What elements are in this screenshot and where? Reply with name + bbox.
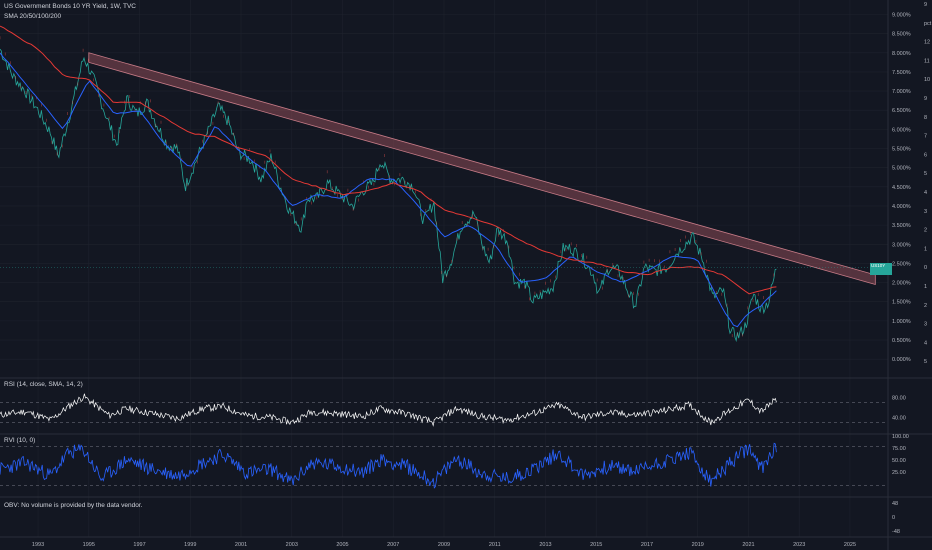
y-tick-label: 1.500% (892, 300, 911, 306)
y-tick-label: 8.500% (892, 32, 911, 38)
y-tick-label-right: 9 (924, 2, 927, 8)
y-tick-label-right: 10 (924, 77, 930, 83)
x-tick-label: 2017 (641, 542, 653, 548)
last-price-badge: US10Y (870, 263, 892, 275)
rvi-legend: RVI (10, 0) (4, 437, 36, 444)
y-tick-label: 7.000% (892, 89, 911, 95)
y-tick-label-right: 4 (924, 340, 927, 346)
series-rsi (0, 393, 777, 427)
x-tick-label: 2015 (590, 542, 602, 548)
sma-legend: SMA 20/50/100/200 (4, 13, 62, 20)
x-tick-label: 2025 (844, 542, 856, 548)
x-tick-label: 2005 (336, 542, 348, 548)
rsi-tick-label: 40.00 (892, 416, 906, 422)
y-tick-label: 1.000% (892, 319, 911, 325)
obv-tick-label: 0 (892, 515, 895, 521)
trend-channel (88, 52, 876, 286)
series-us10y (0, 48, 777, 343)
y-tick-label: 3.000% (892, 242, 911, 248)
x-tick-label: 2023 (793, 542, 805, 548)
series-rvi (0, 442, 777, 489)
y-tick-label-right: 0 (924, 265, 927, 271)
y-tick-label-right: 11 (924, 58, 930, 64)
x-tick-label: 1995 (83, 542, 95, 548)
rsi-legend: RSI (14, close, SMA, 14, 2) (4, 381, 83, 388)
y-tick-label: 0.500% (892, 338, 911, 344)
y-tick-label-right: 4 (924, 190, 927, 196)
y-tick-label-right: 1 (924, 246, 927, 252)
y-tick-label-right: 7 (924, 134, 927, 140)
obv-tick-label: -48 (892, 529, 900, 535)
series-sma-red (0, 25, 777, 295)
y-tick-label: 5.500% (892, 147, 911, 153)
y-tick-label-right: 3 (924, 209, 927, 215)
y-tick-label: 7.500% (892, 70, 911, 76)
y-tick-label: 3.500% (892, 223, 911, 229)
grid-lines (0, 0, 888, 537)
chart-title: US Government Bonds 10 YR Yield, 1W, TVC (4, 3, 136, 10)
x-tick-label: 2001 (235, 542, 247, 548)
x-tick-label: 2003 (286, 542, 298, 548)
rvi-tick-label: 50.00 (892, 458, 906, 464)
x-tick-label: 2013 (539, 542, 551, 548)
y-tick-label-right: 5 (924, 171, 927, 177)
series-sma-blue (0, 52, 777, 328)
y-tick-label-right: 12 (924, 40, 930, 46)
y-tick-label: 5.000% (892, 166, 911, 172)
y-tick-label: 6.500% (892, 108, 911, 114)
y-tick-label: 4.500% (892, 185, 911, 191)
y-tick-label-right: 3 (924, 322, 927, 328)
y-tick-label-right: 2 (924, 228, 927, 234)
axes[interactable]: 1993 1995 1997 1999 2001 2003 2005 2007 2009 2011… (32, 2, 932, 548)
y-tick-label-right: 1 (924, 284, 927, 290)
y-tick-label: 0.000% (892, 357, 911, 363)
y-tick-label-right: 6 (924, 152, 927, 158)
y-tick-label-right: 9 (924, 96, 927, 102)
y-tick-label: 8.000% (892, 51, 911, 57)
y-tick-label: 4.000% (892, 204, 911, 210)
y-tick-label: 6.000% (892, 127, 911, 133)
x-tick-label: 2007 (387, 542, 399, 548)
rvi-tick-label: 75.00 (892, 446, 906, 452)
x-tick-label: 1993 (32, 542, 44, 548)
obv-tick-label: 48 (892, 501, 898, 507)
y-tick-label: 2.500% (892, 261, 911, 267)
y-tick-label-right: pct (924, 21, 932, 27)
x-tick-label: 2011 (489, 542, 501, 548)
rsi-tick-label: 80.00 (892, 396, 906, 402)
rvi-tick-label: 100.00 (892, 434, 909, 440)
x-tick-label: 2019 (692, 542, 704, 548)
y-tick-label-right: 8 (924, 115, 927, 121)
y-tick-label-right: 2 (924, 303, 927, 309)
price-pane[interactable] (0, 25, 888, 343)
x-tick-label: 1997 (133, 542, 145, 548)
x-tick-label: 2021 (742, 542, 754, 548)
x-tick-label: 1999 (184, 542, 196, 548)
obv-legend: OBV: No volume is provided by the data v… (4, 502, 143, 509)
x-tick-label: 2009 (438, 542, 450, 548)
rsi-pane[interactable] (0, 393, 888, 427)
y-tick-label: 9.000% (892, 12, 911, 18)
rvi-tick-label: 25.00 (892, 470, 906, 476)
rvi-pane[interactable] (0, 442, 888, 489)
y-tick-label: 2.000% (892, 281, 911, 287)
y-tick-label-right: 5 (924, 359, 927, 365)
